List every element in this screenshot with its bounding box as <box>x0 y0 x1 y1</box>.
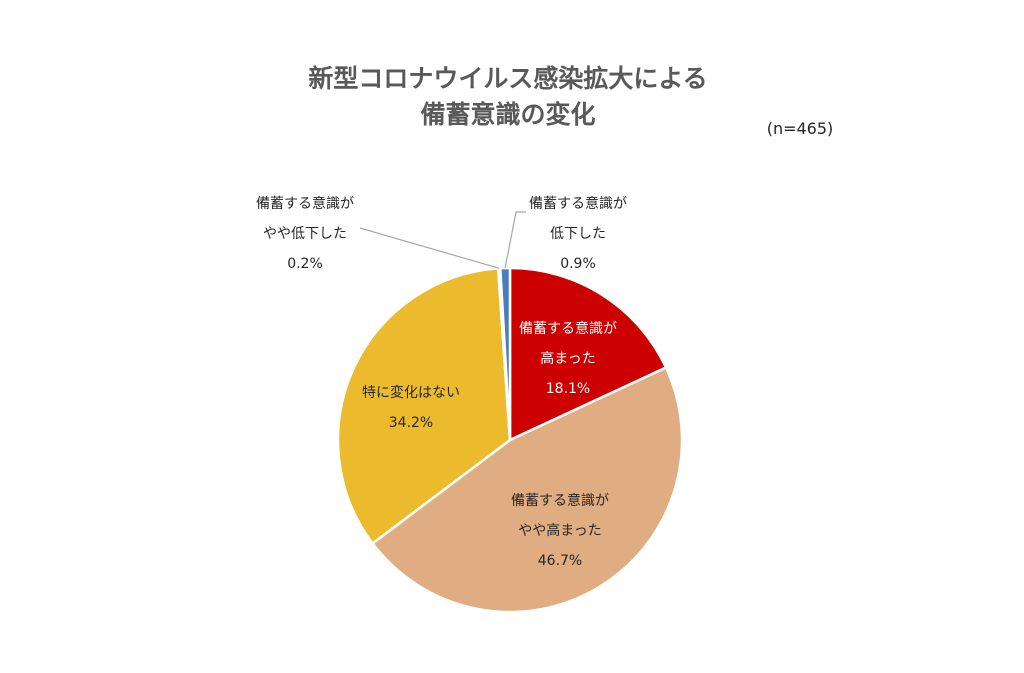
pie-slice <box>371 366 684 614</box>
slice-category-label: 高まった <box>540 350 595 367</box>
leader-lines <box>359 211 526 269</box>
leader-line <box>359 227 500 269</box>
slice-category-label: 備蓄する意識が <box>511 492 609 509</box>
slice-category-label: 特に変化はない <box>362 384 460 401</box>
slice-value-label: 18.1% <box>546 381 590 397</box>
slice-labels: 備蓄する意識が高まった18.1%備蓄する意識がやや高まった46.7%特に変化はな… <box>256 195 627 569</box>
slice-label: 特に変化はない 34.2% <box>362 384 460 431</box>
slice-value-label: 0.2% <box>287 256 323 272</box>
leader-line <box>504 211 526 269</box>
slice-category-label: 備蓄する意識が <box>256 195 354 212</box>
chart-title-line-2: 備蓄意識の変化 <box>420 100 595 129</box>
slice-category-label: やや高まった <box>518 522 601 539</box>
sample-size-label: (n=465) <box>767 119 834 138</box>
slice-category-label: 備蓄する意識が <box>529 195 627 212</box>
slice-value-label: 0.9% <box>560 256 596 272</box>
chart-title-line-1: 新型コロナウイルス感染拡大による <box>308 64 707 93</box>
slice-value-label: 34.2% <box>389 415 433 431</box>
slice-category-label: 低下した <box>550 226 606 242</box>
slice-category-label: 備蓄する意識が <box>519 320 617 337</box>
pie-slices <box>336 266 684 614</box>
pie-slice <box>336 267 512 545</box>
pie-slice <box>508 266 668 442</box>
slice-category-label: やや低下した <box>263 226 347 242</box>
slice-value-label: 46.7% <box>538 553 582 569</box>
